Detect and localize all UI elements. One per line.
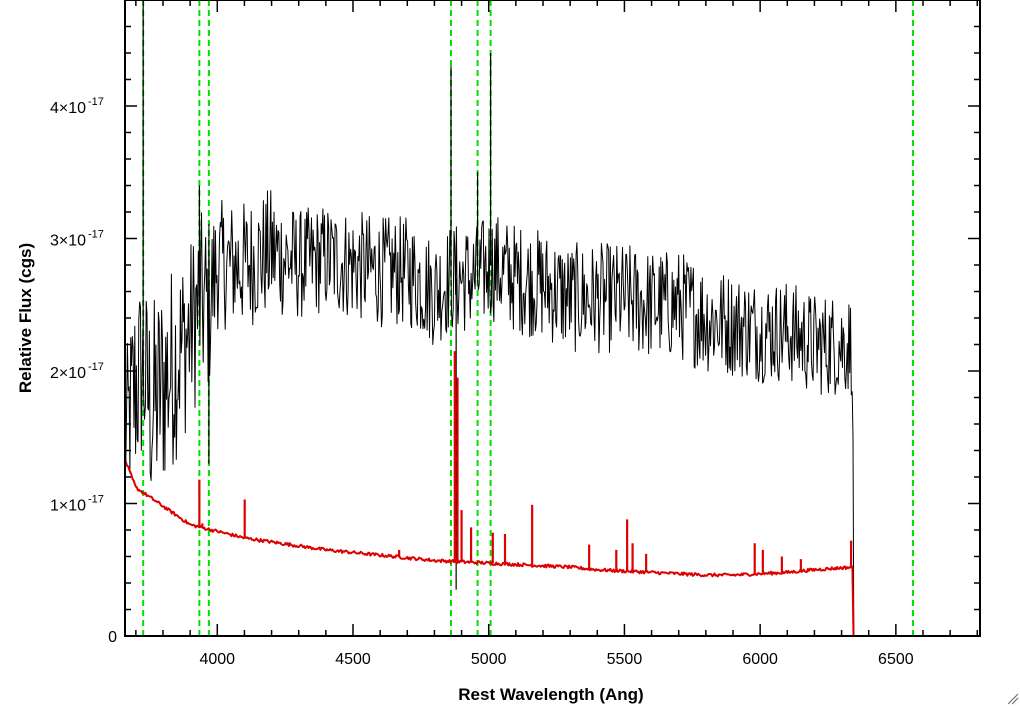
- y-tick-label: 1×10: [50, 498, 86, 515]
- y-tick-label-exponent: -17: [88, 96, 104, 108]
- plot-content: [125, 0, 980, 636]
- resize-grip-icon: [1007, 693, 1019, 705]
- y-tick-label: 4×10: [50, 100, 86, 117]
- y-tick-label: 2×10: [50, 365, 86, 382]
- y-axis-label: Relative Flux (cgs): [16, 243, 35, 393]
- x-tick-label: 5500: [607, 651, 643, 668]
- series-1-line: [125, 459, 980, 636]
- x-tick-label: 6000: [742, 651, 778, 668]
- x-tick-label: 4500: [335, 651, 371, 668]
- x-tick-label: 4000: [199, 651, 235, 668]
- y-tick-label: 0: [108, 629, 117, 646]
- series-0-line: [125, 190, 980, 636]
- x-tick-label: 6500: [878, 651, 914, 668]
- y-axis: 01×10 -172×10 -173×10 -174×10 -17: [50, 0, 980, 646]
- x-tick-label: 5000: [471, 651, 507, 668]
- x-axis: 4000 4500 5000 5500 6000 6500: [135, 0, 979, 668]
- y-tick-label-exponent: -17: [88, 229, 104, 241]
- y-tick-label: 3×10: [50, 233, 86, 250]
- y-tick-label-exponent: -17: [88, 361, 104, 373]
- y-tick-label-exponent: -17: [88, 494, 104, 506]
- x-axis-label: Rest Wavelength (Ang): [458, 685, 643, 704]
